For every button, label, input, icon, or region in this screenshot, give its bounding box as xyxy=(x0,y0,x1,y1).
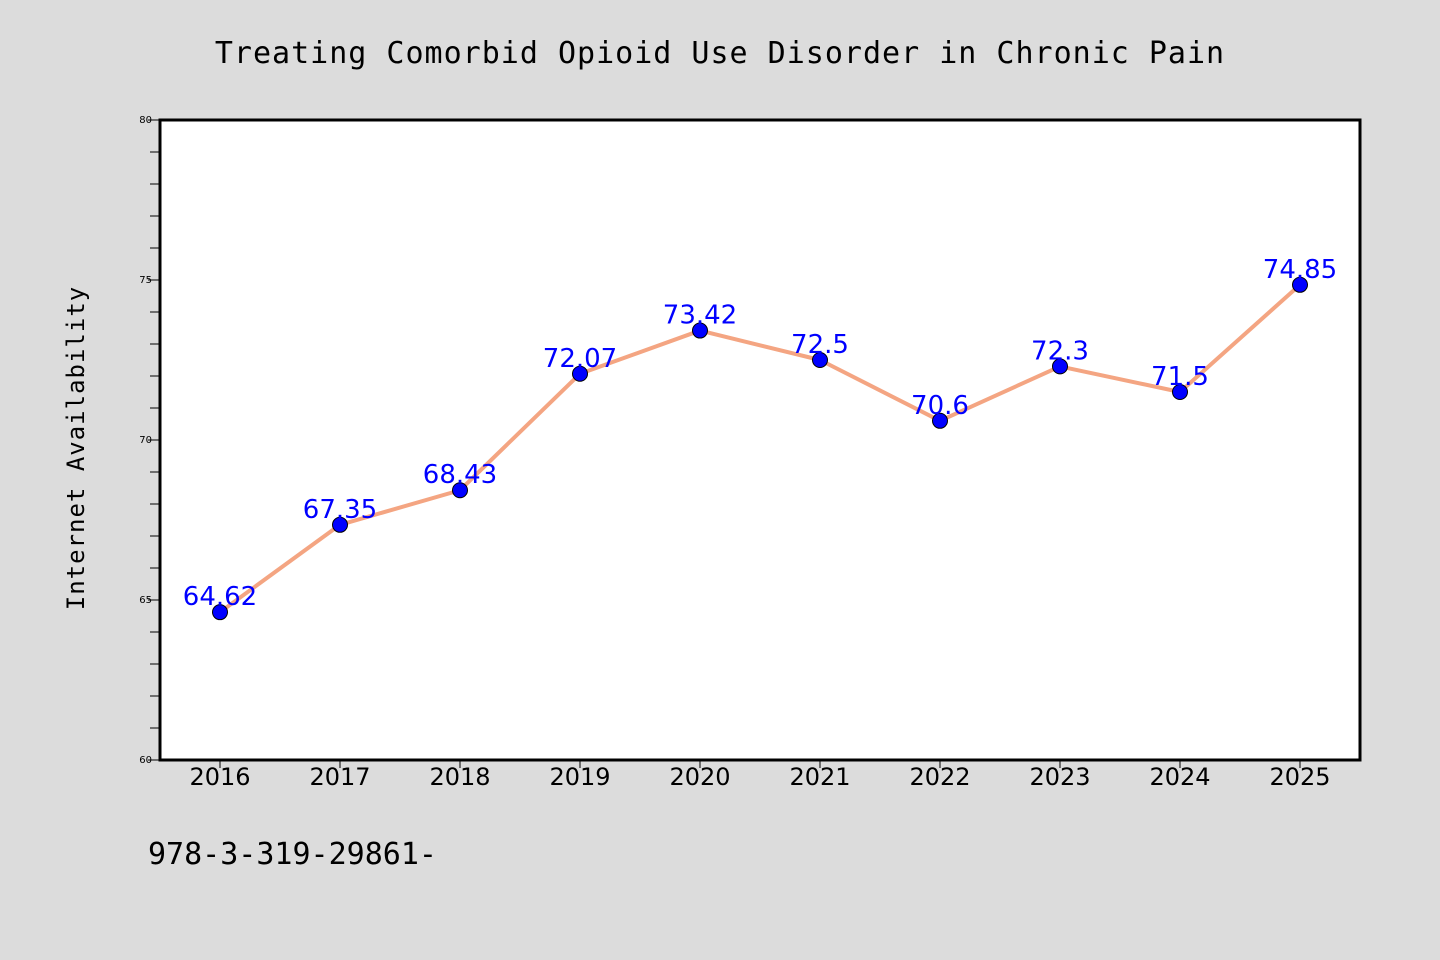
data-point xyxy=(932,412,948,429)
data-point xyxy=(332,516,348,533)
data-label: 68.43 xyxy=(423,460,497,490)
x-tick-label: 2016 xyxy=(189,763,250,791)
data-label: 72.3 xyxy=(1031,336,1089,366)
data-labels: 64.62 67.35 68.43 72.07 73.42 72.5 70.6 72.3 71.… xyxy=(183,255,1337,612)
y-tick-label: 80 xyxy=(139,115,152,126)
data-label: 74.85 xyxy=(1263,255,1337,285)
data-markers xyxy=(212,276,1308,621)
x-tick-label: 2019 xyxy=(549,763,610,791)
x-tick-label: 2018 xyxy=(429,763,490,791)
data-point xyxy=(1172,384,1188,400)
data-label: 67.35 xyxy=(303,495,377,525)
data-label: 64.62 xyxy=(183,582,257,612)
data-point xyxy=(212,604,228,621)
data-label: 72.5 xyxy=(791,330,849,360)
y-minor-ticks xyxy=(150,151,160,729)
data-point xyxy=(1292,276,1308,293)
y-axis-label: Internet Availability xyxy=(62,286,90,610)
data-label: 71.5 xyxy=(1151,362,1209,392)
y-tick-label: 75 xyxy=(139,275,152,286)
x-tick-label: 2024 xyxy=(1149,763,1210,791)
y-ticks: 60 65 70 75 80 xyxy=(139,115,160,766)
chart-title: Treating Comorbid Opioid Use Disorder in… xyxy=(215,36,1225,71)
data-label: 70.6 xyxy=(911,391,969,421)
x-tick-label: 2021 xyxy=(789,763,850,791)
x-tick-label: 2020 xyxy=(669,763,730,791)
y-tick-label: 65 xyxy=(139,595,152,606)
series-line xyxy=(218,283,1302,614)
x-tick-label: 2023 xyxy=(1029,763,1090,791)
data-label: 73.42 xyxy=(663,301,737,331)
data-point xyxy=(1052,358,1068,375)
plot-frame xyxy=(158,118,1362,762)
plot-area xyxy=(160,120,1360,760)
footnote-isbn: 978-3-319-29861- xyxy=(148,837,437,872)
y-tick-label: 70 xyxy=(139,435,152,446)
data-point xyxy=(452,482,468,499)
x-tick-label: 2025 xyxy=(1269,763,1330,791)
x-tick-label: 2022 xyxy=(909,763,970,791)
data-label: 72.07 xyxy=(543,344,617,374)
y-tick-label: 60 xyxy=(139,755,152,766)
x-ticks: 2016 2017 2018 2019 2020 2021 2022 2023 2024 2025 xyxy=(189,760,1331,791)
data-point xyxy=(812,352,828,368)
data-point xyxy=(692,322,708,339)
data-point xyxy=(572,365,588,382)
x-tick-label: 2017 xyxy=(309,763,370,791)
